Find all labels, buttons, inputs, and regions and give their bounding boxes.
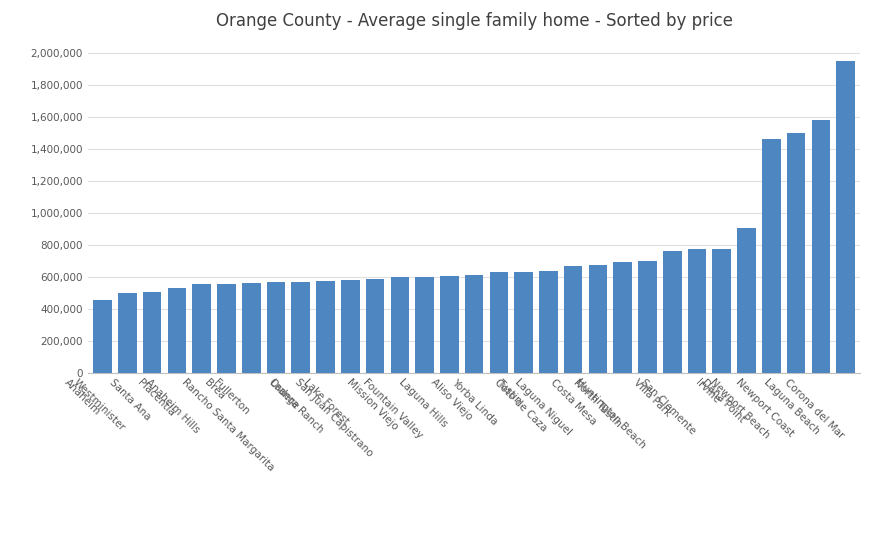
- Bar: [835, 61, 854, 373]
- Bar: [192, 285, 210, 373]
- Bar: [366, 279, 384, 373]
- Bar: [786, 133, 804, 373]
- Bar: [217, 284, 236, 373]
- Bar: [439, 276, 458, 373]
- Bar: [291, 281, 310, 373]
- Bar: [687, 249, 705, 373]
- Title: Orange County - Average single family home - Sorted by price: Orange County - Average single family ho…: [216, 12, 731, 30]
- Bar: [143, 292, 161, 373]
- Bar: [489, 272, 508, 373]
- Bar: [390, 277, 409, 373]
- Bar: [415, 277, 433, 373]
- Bar: [638, 262, 656, 373]
- Bar: [93, 301, 112, 373]
- Bar: [514, 272, 532, 373]
- Bar: [761, 139, 780, 373]
- Bar: [563, 266, 581, 373]
- Bar: [267, 282, 285, 373]
- Bar: [118, 293, 137, 373]
- Bar: [538, 271, 557, 373]
- Bar: [711, 249, 731, 373]
- Bar: [613, 262, 631, 373]
- Bar: [810, 120, 829, 373]
- Bar: [737, 228, 755, 373]
- Bar: [662, 251, 681, 373]
- Bar: [340, 280, 360, 373]
- Bar: [316, 281, 334, 373]
- Bar: [588, 265, 607, 373]
- Bar: [242, 282, 260, 373]
- Bar: [168, 288, 186, 373]
- Bar: [464, 275, 483, 373]
